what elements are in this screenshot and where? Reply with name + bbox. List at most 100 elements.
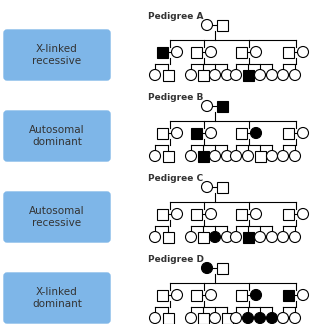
Circle shape — [172, 290, 183, 300]
Circle shape — [202, 262, 212, 273]
Bar — [191, 128, 202, 138]
Circle shape — [278, 313, 289, 323]
Bar — [162, 313, 174, 323]
Bar — [283, 290, 293, 300]
Bar — [216, 262, 227, 273]
Bar — [191, 47, 202, 57]
Bar — [283, 128, 293, 138]
Circle shape — [186, 232, 197, 242]
Text: X-linked
recessive: X-linked recessive — [33, 44, 82, 66]
Bar — [156, 47, 168, 57]
Text: Pedigree B: Pedigree B — [148, 93, 204, 102]
FancyBboxPatch shape — [4, 273, 110, 323]
Circle shape — [206, 209, 216, 219]
Circle shape — [230, 151, 241, 161]
Circle shape — [297, 290, 308, 300]
Circle shape — [290, 313, 300, 323]
Bar — [162, 232, 174, 242]
Circle shape — [230, 70, 241, 80]
Bar — [235, 290, 246, 300]
Circle shape — [251, 47, 262, 57]
Bar — [156, 128, 168, 138]
Bar — [156, 290, 168, 300]
Text: Pedigree C: Pedigree C — [148, 174, 203, 183]
Text: Pedigree A: Pedigree A — [148, 12, 204, 21]
Circle shape — [255, 232, 266, 242]
Bar — [242, 232, 254, 242]
Bar — [162, 151, 174, 161]
Circle shape — [202, 100, 212, 111]
Bar — [283, 47, 293, 57]
Circle shape — [206, 47, 216, 57]
FancyBboxPatch shape — [4, 30, 110, 80]
Circle shape — [202, 181, 212, 192]
Circle shape — [290, 70, 300, 80]
Text: Autosomal
dominant: Autosomal dominant — [29, 125, 85, 147]
Bar — [235, 47, 246, 57]
Circle shape — [290, 232, 300, 242]
Bar — [198, 232, 208, 242]
Circle shape — [206, 290, 216, 300]
Circle shape — [297, 128, 308, 138]
Circle shape — [209, 151, 220, 161]
Circle shape — [230, 232, 241, 242]
Bar — [198, 151, 208, 161]
Circle shape — [251, 290, 262, 300]
Bar — [216, 19, 227, 30]
Bar — [221, 313, 232, 323]
Circle shape — [209, 313, 220, 323]
Bar — [216, 181, 227, 192]
Bar — [198, 70, 208, 80]
Circle shape — [278, 70, 289, 80]
Circle shape — [255, 70, 266, 80]
Circle shape — [186, 313, 197, 323]
Text: Pedigree D: Pedigree D — [148, 255, 204, 264]
Circle shape — [149, 313, 160, 323]
Circle shape — [267, 232, 278, 242]
Circle shape — [267, 313, 278, 323]
Circle shape — [172, 128, 183, 138]
FancyBboxPatch shape — [4, 192, 110, 242]
Circle shape — [290, 151, 300, 161]
Bar — [162, 70, 174, 80]
Bar — [255, 151, 266, 161]
Bar — [191, 290, 202, 300]
Bar — [235, 209, 246, 219]
Text: X-linked
dominant: X-linked dominant — [32, 287, 82, 309]
Circle shape — [242, 313, 254, 323]
FancyBboxPatch shape — [4, 111, 110, 161]
Bar — [235, 128, 246, 138]
Circle shape — [209, 232, 220, 242]
Circle shape — [251, 128, 262, 138]
Circle shape — [186, 151, 197, 161]
Bar — [242, 70, 254, 80]
Circle shape — [202, 19, 212, 30]
Circle shape — [206, 128, 216, 138]
Bar — [283, 209, 293, 219]
Circle shape — [221, 70, 232, 80]
Circle shape — [221, 151, 232, 161]
Circle shape — [255, 313, 266, 323]
Text: Autosomal
recessive: Autosomal recessive — [29, 206, 85, 228]
Circle shape — [149, 232, 160, 242]
Circle shape — [149, 151, 160, 161]
Circle shape — [267, 70, 278, 80]
Bar — [156, 209, 168, 219]
Circle shape — [149, 70, 160, 80]
Circle shape — [251, 209, 262, 219]
Circle shape — [221, 232, 232, 242]
Circle shape — [172, 47, 183, 57]
Circle shape — [297, 47, 308, 57]
Bar — [191, 209, 202, 219]
Circle shape — [242, 151, 254, 161]
Circle shape — [278, 232, 289, 242]
Circle shape — [278, 151, 289, 161]
Bar — [216, 100, 227, 111]
Circle shape — [209, 70, 220, 80]
Circle shape — [186, 70, 197, 80]
Bar — [198, 313, 208, 323]
Circle shape — [230, 313, 241, 323]
Circle shape — [267, 151, 278, 161]
Circle shape — [297, 209, 308, 219]
Circle shape — [172, 209, 183, 219]
